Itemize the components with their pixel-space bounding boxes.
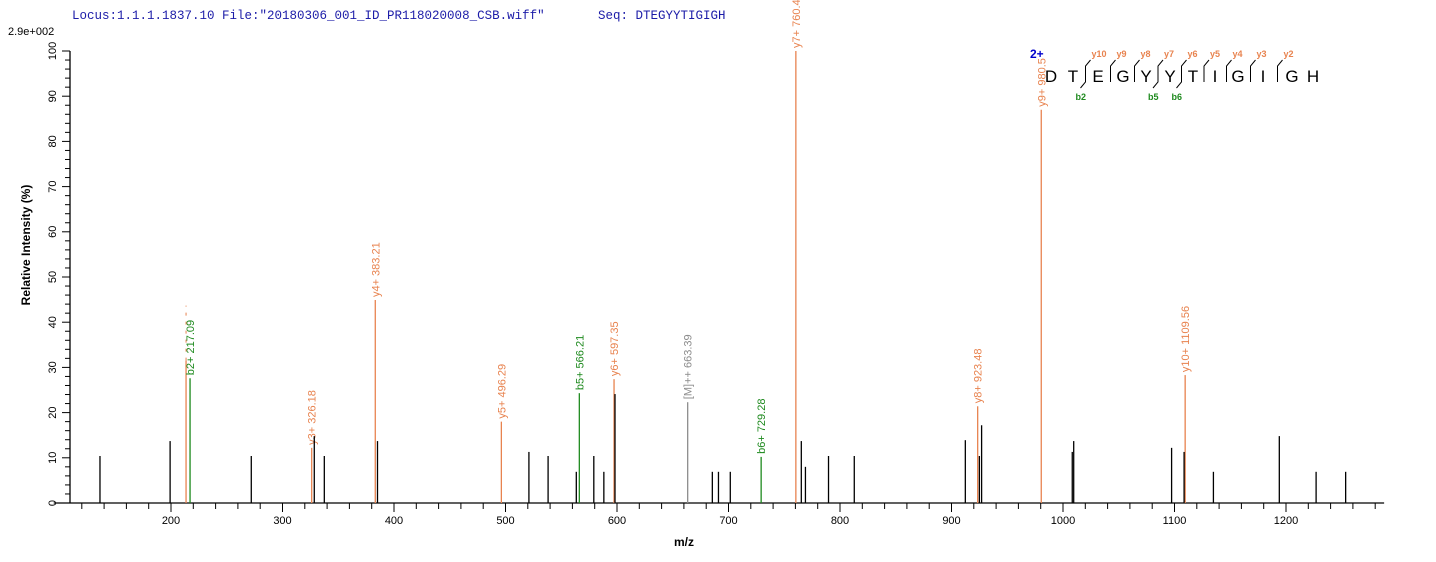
residue: T — [1188, 67, 1198, 86]
y-tick-label: 90 — [47, 90, 59, 102]
residue: D — [1045, 67, 1057, 86]
y-ion-marker — [1277, 59, 1283, 82]
peak-label: b2+ 217.09 — [185, 320, 197, 375]
y-tick-label: 20 — [47, 406, 59, 418]
peak-label: y6+ 597.35 — [609, 321, 621, 376]
charge-state: 2+ — [1030, 47, 1044, 61]
y-axis-label: Relative Intensity (%) — [19, 185, 33, 306]
y-ion-marker — [1085, 59, 1091, 82]
b-ion-marker — [1080, 66, 1086, 89]
peak-label: y10+ 1109.56 — [1180, 306, 1192, 372]
y-ion-label: y3 — [1257, 49, 1267, 59]
x-tick-label: 300 — [273, 515, 291, 527]
x-tick-label: 600 — [608, 515, 626, 527]
y-ion-label: y4 — [1233, 49, 1243, 59]
x-tick-label: 1100 — [1163, 515, 1187, 527]
residue: H — [1307, 67, 1319, 86]
sequence-label: Seq: DTEGYYTIGIGH — [598, 9, 726, 23]
y-tick-label: 50 — [47, 271, 59, 283]
peak-label: y3+ 326.18 — [307, 390, 319, 445]
residue: Y — [1140, 67, 1151, 86]
y-ion-label: y5 — [1210, 49, 1220, 59]
y-ion-label: y10 — [1092, 49, 1107, 59]
y-tick-label: 40 — [47, 316, 59, 328]
peak-label: [M]++ 663.39 — [683, 334, 695, 399]
y-ion-marker — [1203, 59, 1210, 82]
peak-label: y7+ 760.41 — [791, 0, 803, 48]
residue: E — [1092, 67, 1103, 86]
peak-label: b5+ 566.21 — [574, 335, 586, 390]
x-tick-label: 700 — [719, 515, 737, 527]
y-ion-marker — [1157, 59, 1164, 82]
y-ion-marker — [1110, 59, 1116, 82]
peak-label: y8+ 923.48 — [973, 349, 985, 404]
b-ion-label: b2 — [1076, 92, 1087, 102]
residue: G — [1231, 67, 1244, 86]
y-ion-label: y2 — [1284, 49, 1294, 59]
peak-label: y4+ 383.21 — [370, 242, 382, 297]
axes: 200 300 400 500 600 700 800 900 1000 1100 1200 0 10 2… — [47, 42, 1385, 527]
peak-label: b6+ 729.28 — [756, 399, 768, 454]
y-tick-label: 0 — [47, 500, 59, 506]
y-ion-marker — [1134, 59, 1140, 82]
b-ion-label: b5 — [1148, 92, 1159, 102]
residue: I — [1213, 67, 1218, 86]
b-ion-marker — [1176, 66, 1182, 89]
x-tick-label: 800 — [831, 515, 849, 527]
x-tick-label: 1000 — [1051, 515, 1075, 527]
x-tick-label: 1200 — [1274, 515, 1298, 527]
residue: Y — [1164, 67, 1175, 86]
y-tick-label: 80 — [47, 135, 59, 147]
b-ion-marker — [1152, 66, 1159, 89]
residue: G — [1116, 67, 1129, 86]
peak-label: y9+ 980.5 — [1036, 58, 1048, 107]
y-ion-label: y7 — [1164, 49, 1174, 59]
y-ion-marker — [1250, 59, 1256, 82]
x-tick-label: 200 — [162, 515, 180, 527]
y-tick-label: 100 — [47, 42, 59, 60]
y-tick-label: 70 — [47, 180, 59, 192]
y-ion-marker — [1226, 59, 1232, 82]
residue: I — [1261, 67, 1266, 86]
max-intensity-label: 2.9e+002 — [8, 26, 54, 38]
x-axis-label: m/z — [674, 535, 694, 549]
residue: G — [1285, 67, 1298, 86]
x-tick-label: 400 — [385, 515, 403, 527]
b-ion-label: b6 — [1172, 92, 1183, 102]
peak-label: y5+ 496.29 — [496, 364, 508, 419]
peaks: b2+ 217.09 y3+ 326.18 y4+ 383.21 y5+ 496.29… — [99, 0, 1347, 503]
y-tick-label: 60 — [47, 226, 59, 238]
x-tick-label: 900 — [942, 515, 960, 527]
residue: T — [1068, 67, 1078, 86]
y-ion-label: y9 — [1117, 49, 1127, 59]
y-ion-marker — [1181, 59, 1187, 82]
y-ion-label: y6 — [1188, 49, 1198, 59]
locus-file-label: Locus:1.1.1.1837.10 File:"20180306_001_I… — [72, 9, 545, 23]
y-ion-label: y8 — [1141, 49, 1151, 59]
y-tick-label: 10 — [47, 452, 59, 464]
x-tick-label: 500 — [496, 515, 514, 527]
y-tick-label: 30 — [47, 361, 59, 373]
